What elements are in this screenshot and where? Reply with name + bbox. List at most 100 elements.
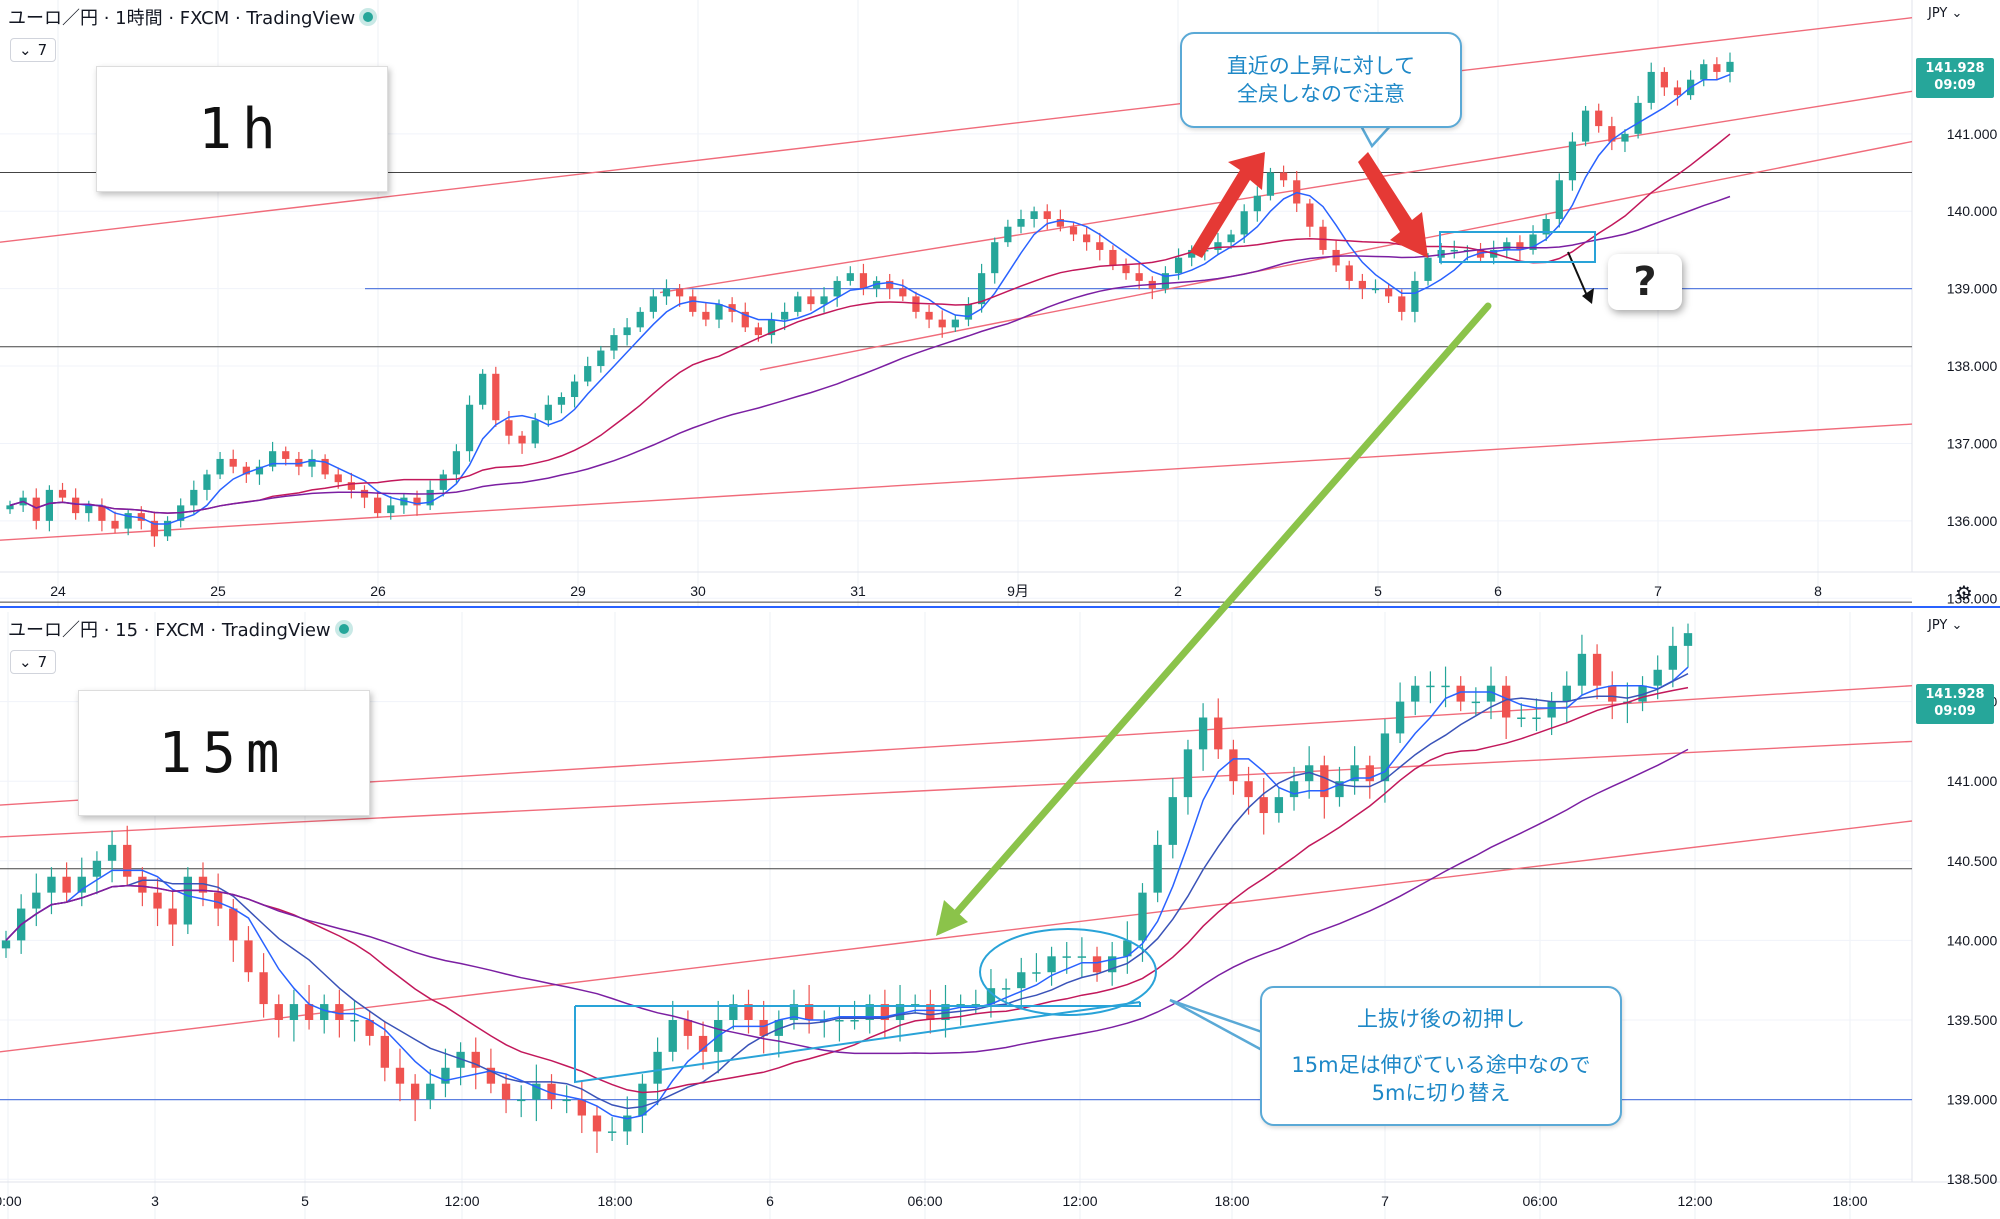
candle-body <box>137 513 145 521</box>
candle-body <box>1634 102 1642 134</box>
time-tick-label: 6 <box>1494 583 1502 599</box>
candle-body <box>259 972 268 1005</box>
candle-body <box>92 860 102 877</box>
candle-body <box>456 1051 465 1068</box>
candle-body <box>505 420 513 436</box>
candle-body <box>107 844 117 861</box>
candle-body <box>1726 61 1734 72</box>
candle-body <box>1358 280 1366 289</box>
candle-body <box>1608 126 1616 142</box>
candle-body <box>649 296 657 312</box>
timeframe-text-1h: 1h <box>198 96 286 162</box>
candle-body <box>1229 749 1238 782</box>
candle-body <box>1476 249 1485 258</box>
price-tick-label: 141.000 <box>1947 126 1998 142</box>
candle-body <box>789 1004 799 1020</box>
candle-body <box>58 489 67 498</box>
down-arrow-annotation <box>1358 152 1428 258</box>
candle-body <box>350 1020 359 1022</box>
candle-body <box>623 1115 632 1132</box>
callout-pointer-15m <box>1169 998 1264 1053</box>
candle-body <box>479 373 487 405</box>
candle-body <box>781 311 789 320</box>
price-tick-label: 139.500 <box>1947 1012 1998 1028</box>
last-price-tag-1h: 141.928 09:09 <box>1916 58 1994 98</box>
annotation-callout-1h[interactable]: 直近の上昇に対して 全戻しなので注意 <box>1180 32 1462 128</box>
candle-body <box>1332 249 1340 266</box>
annotation-callout-15m[interactable]: 上抜け後の初押し 15m足は伸びている途中なので 5mに切り替え <box>1260 986 1622 1126</box>
time-tick-label: 2 <box>1174 583 1182 599</box>
indicator-toggle-1h[interactable]: ⌄ 7 <box>10 38 57 62</box>
candle-body <box>32 497 40 521</box>
candle-body <box>242 466 250 475</box>
chart-pane-1h[interactable]: 141.000 140.000 139.000 138.000 137.000 136.0… <box>0 0 2000 606</box>
candle-body <box>668 1020 677 1052</box>
question-annotation[interactable]: ? <box>1608 254 1682 310</box>
candle-body <box>859 273 868 289</box>
candle-body <box>1424 257 1432 281</box>
candle-body <box>532 1083 541 1100</box>
candle-body <box>1426 685 1435 688</box>
candle-body <box>1542 218 1550 235</box>
candle-body <box>335 1004 344 1020</box>
time-tick-label: 9月 <box>1007 583 1029 599</box>
bar-countdown-1h: 09:09 <box>1934 78 1976 93</box>
candle-body <box>794 296 802 312</box>
candle-body <box>1244 781 1253 798</box>
candle-body <box>653 1051 662 1084</box>
candle-body <box>1555 180 1563 219</box>
candle-body <box>1398 296 1406 312</box>
candle-body <box>1188 249 1196 258</box>
question-text: ? <box>1633 259 1657 305</box>
candle-body <box>304 1004 314 1020</box>
candle-body <box>925 311 933 320</box>
candle-body <box>213 892 223 909</box>
candle-body <box>1345 265 1353 281</box>
candle-body <box>1592 653 1602 686</box>
settings-gear-icon[interactable]: ⚙ <box>1955 581 1973 605</box>
candle-body <box>1043 211 1051 219</box>
candle-body <box>1471 701 1481 704</box>
candle-body <box>1122 265 1130 274</box>
candle-body <box>1441 685 1450 688</box>
indicator-toggle-15m[interactable]: ⌄ 7 <box>10 650 57 674</box>
candle-body <box>1608 685 1617 702</box>
currency-selector-15m[interactable]: JPY ⌄ <box>1928 618 1963 633</box>
time-tick-label: 12:00 <box>1062 1193 1097 1209</box>
candle-body <box>1047 956 1056 973</box>
trend-line <box>0 423 1913 541</box>
candle-body <box>926 1004 935 1020</box>
candle-body <box>229 908 238 941</box>
candle-body <box>1595 110 1603 127</box>
time-tick-label: 06:00 <box>907 1193 942 1209</box>
candle-body <box>1259 797 1268 814</box>
time-tick-label: 29 <box>570 583 586 599</box>
candle-body <box>168 908 177 925</box>
symbol-title-1h[interactable]: ユーロ／円 · 1時間 · FXCM · TradingView <box>8 8 356 29</box>
chart-pane-15m[interactable]: 141.500141.000140.500140.000139.500139.0… <box>0 612 2000 1219</box>
candle-body <box>1380 733 1390 782</box>
symbol-title-15m[interactable]: ユーロ／円 · 15 · FXCM · TradingView <box>8 620 331 641</box>
chevron-down-icon: ⌄ <box>19 653 32 671</box>
candle-body <box>45 489 53 521</box>
candle-body <box>1096 242 1104 250</box>
candle-body <box>899 288 907 297</box>
currency-selector-1h[interactable]: JPY ⌄ <box>1928 6 1963 21</box>
callout-line4-15m: 5mに切り替え <box>1371 1081 1511 1105</box>
candle-body <box>1168 797 1177 845</box>
candle-body <box>1004 226 1012 243</box>
candle-body <box>282 451 290 459</box>
chart-canvas-1h[interactable]: 141.000 140.000 139.000 138.000 137.000 136.0… <box>0 0 2000 606</box>
timeframe-text-15m: 15m <box>158 720 290 786</box>
candle-body <box>1274 797 1284 814</box>
time-tick-label: 18:00 <box>597 1193 632 1209</box>
time-tick-label: 26 <box>370 583 386 599</box>
candle-body <box>410 1083 420 1100</box>
candle-body <box>865 1004 874 1020</box>
candle-body <box>441 1067 450 1084</box>
candle-body <box>413 497 421 506</box>
candle-body <box>638 1083 647 1116</box>
trend-line <box>0 820 1913 1053</box>
candle-body <box>150 520 159 537</box>
last-price-tag-15m: 141.928 09:09 <box>1916 684 1994 724</box>
